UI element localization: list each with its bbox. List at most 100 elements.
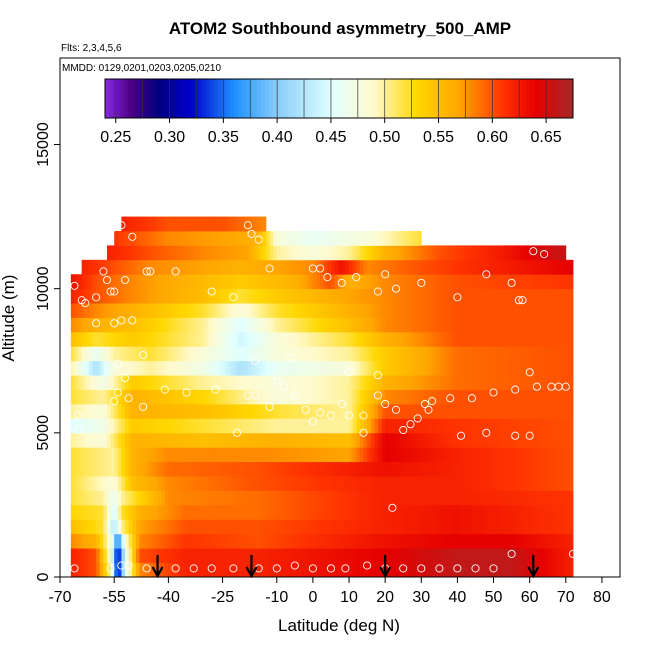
- heatmap-cell: [396, 432, 401, 448]
- heatmap-cell: [233, 375, 238, 390]
- heatmap-cell: [208, 317, 213, 333]
- heatmap-cell: [540, 562, 545, 578]
- heatmap-cell: [374, 404, 379, 419]
- heatmap-cell: [237, 274, 242, 290]
- heatmap-cell: [215, 216, 220, 232]
- heatmap-cell: [284, 389, 289, 405]
- heatmap-cell: [255, 490, 260, 506]
- heatmap-cell: [421, 259, 426, 275]
- heatmap-cell: [284, 317, 289, 333]
- heatmap-cell: [233, 303, 238, 318]
- heatmap-cell: [117, 317, 122, 333]
- heatmap-cell: [327, 461, 332, 477]
- heatmap-cell: [233, 360, 238, 376]
- sample-point: [110, 397, 119, 406]
- heatmap-cell: [526, 533, 531, 549]
- heatmap-cell: [457, 389, 462, 405]
- sample-point: [251, 356, 260, 365]
- heatmap-cell: [276, 389, 281, 405]
- heatmap-cell: [226, 375, 231, 390]
- heatmap-cell: [551, 418, 556, 434]
- heatmap-cell: [349, 245, 354, 261]
- heatmap-cell: [554, 504, 559, 520]
- sample-point: [514, 296, 523, 305]
- heatmap-cell: [327, 346, 332, 362]
- heatmap-cell: [457, 288, 462, 304]
- colorbar-segment: [163, 79, 168, 118]
- heatmap-cell: [406, 303, 411, 318]
- heatmap-cell: [125, 476, 130, 491]
- heatmap-cell: [547, 461, 552, 477]
- heatmap-cell: [85, 360, 90, 376]
- heatmap-cell: [356, 303, 361, 318]
- heatmap-cell: [414, 274, 419, 290]
- heatmap-cell: [128, 317, 133, 333]
- colorbar-segment: [530, 79, 535, 118]
- heatmap-cell: [222, 476, 227, 491]
- colorbar-segment: [264, 79, 270, 118]
- heatmap-cell: [78, 303, 83, 318]
- heatmap-cell: [323, 245, 328, 261]
- heatmap-cell: [359, 303, 364, 318]
- heatmap-cell: [309, 346, 314, 362]
- heatmap-cell: [558, 418, 563, 434]
- heatmap-cell: [482, 533, 487, 549]
- heatmap-cell: [287, 245, 292, 261]
- heatmap-cell: [417, 360, 422, 376]
- heatmap-cell: [280, 432, 285, 448]
- heatmap-cell: [99, 317, 104, 333]
- heatmap-cell: [135, 548, 140, 563]
- heatmap-cell: [218, 303, 223, 318]
- heatmap-cell: [569, 259, 574, 275]
- heatmap-cell: [117, 360, 122, 376]
- colorbar-segment: [175, 79, 180, 118]
- heatmap-cell: [291, 317, 296, 333]
- heatmap-cell: [367, 404, 372, 419]
- heatmap-cell: [85, 533, 90, 549]
- heatmap-cell: [569, 490, 574, 506]
- heatmap-cell: [302, 288, 307, 304]
- heatmap-cell: [493, 274, 498, 290]
- heatmap-cell: [114, 375, 119, 390]
- colorbar-segment: [569, 79, 574, 118]
- heatmap-cell: [544, 317, 549, 333]
- heatmap-cell: [435, 447, 440, 463]
- heatmap-cell: [475, 259, 480, 275]
- heatmap-cell: [284, 303, 289, 318]
- heatmap-cell: [262, 375, 267, 390]
- heatmap-cell: [316, 562, 321, 578]
- heatmap-cell: [334, 389, 339, 405]
- heatmap-cell: [222, 548, 227, 563]
- heatmap-cell: [135, 389, 140, 405]
- colorbar-segment: [393, 79, 398, 118]
- heatmap-cell: [479, 245, 484, 261]
- heatmap-cell: [403, 346, 408, 362]
- heatmap-cell: [150, 490, 155, 506]
- heatmap-cell: [565, 404, 570, 419]
- heatmap-cell: [341, 375, 346, 390]
- heatmap-cell: [186, 360, 191, 376]
- heatmap-cell: [544, 303, 549, 318]
- heatmap-cell: [114, 548, 119, 563]
- heatmap-cell: [218, 259, 223, 275]
- heatmap-cell: [215, 245, 220, 261]
- colorbar-segment: [229, 79, 235, 118]
- heatmap-cell: [446, 519, 451, 535]
- heatmap-cell: [475, 360, 480, 376]
- heatmap-cell: [450, 461, 455, 477]
- heatmap-cell: [338, 548, 343, 563]
- heatmap-cell: [85, 418, 90, 434]
- heatmap-cell: [218, 504, 223, 520]
- heatmap-cell: [388, 274, 393, 290]
- heatmap-cell: [403, 231, 408, 246]
- heatmap-cell: [182, 317, 187, 333]
- heatmap-cell: [81, 274, 86, 290]
- heatmap-cell: [172, 375, 177, 390]
- heatmap-cell: [352, 533, 357, 549]
- heatmap-cell: [424, 447, 429, 463]
- heatmap-cell: [435, 476, 440, 491]
- heatmap-cell: [377, 346, 382, 362]
- heatmap-cell: [500, 418, 505, 434]
- heatmap-cell: [143, 504, 148, 520]
- heatmap-cell: [179, 375, 184, 390]
